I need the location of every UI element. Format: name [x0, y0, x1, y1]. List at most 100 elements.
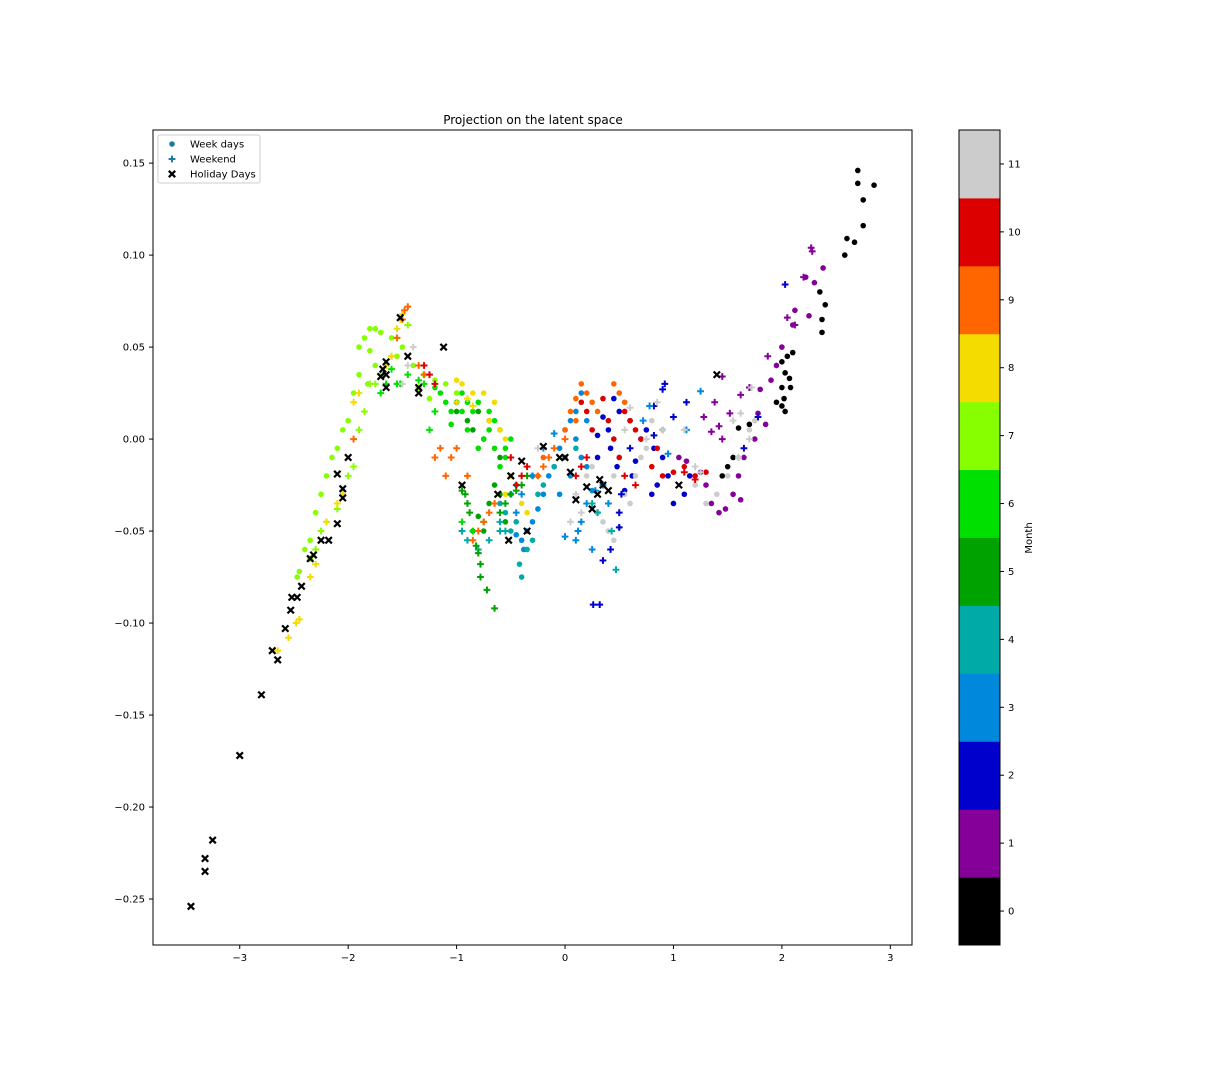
weekday-point	[735, 425, 742, 431]
weekday-point	[486, 408, 492, 415]
y-tick-label: −0.20	[114, 803, 145, 814]
weekday-point	[502, 491, 509, 498]
weekday-point	[583, 390, 590, 396]
weekday-point	[556, 445, 563, 452]
weekday-point	[817, 289, 823, 295]
weekday-point	[453, 408, 460, 415]
weekday-point	[426, 395, 433, 402]
weekend-point	[612, 566, 620, 574]
weekend-point	[512, 481, 520, 489]
weekday-point	[784, 353, 791, 360]
weekend-point	[361, 408, 368, 415]
holiday-point	[712, 370, 721, 379]
weekend-point	[791, 321, 799, 329]
weekend-point	[458, 487, 466, 494]
colorbar-cell	[959, 265, 1000, 335]
weekday-point	[491, 445, 498, 452]
weekday-point	[497, 463, 503, 470]
weekend-point	[670, 413, 677, 421]
weekend-point	[708, 428, 715, 436]
y-tick-label: 0.15	[123, 159, 145, 170]
weekday-point	[792, 307, 798, 314]
weekday-point	[307, 537, 314, 544]
weekday-point	[703, 469, 709, 475]
weekday-point	[632, 473, 639, 479]
weekend-point	[344, 472, 352, 480]
weekend-point	[496, 509, 504, 517]
weekend-point	[626, 444, 634, 452]
weekday-point	[681, 463, 688, 470]
weekday-point	[751, 436, 758, 442]
weekend-point	[550, 444, 558, 452]
weekend-point	[483, 586, 491, 594]
holiday-point	[561, 453, 570, 462]
weekend-point	[800, 273, 807, 281]
x-tick-label: −1	[449, 953, 464, 964]
weekday-point	[573, 436, 579, 442]
weekend-point	[469, 402, 477, 410]
holiday-point	[333, 470, 342, 479]
weekday-point	[583, 408, 590, 415]
weekend-point	[691, 463, 699, 471]
weekend-point	[754, 413, 762, 421]
weekend-point	[523, 463, 531, 471]
holiday-point	[566, 468, 575, 477]
weekend-point	[464, 472, 471, 480]
weekend-point	[572, 472, 580, 480]
weekend-point	[415, 376, 423, 384]
weekday-point	[578, 381, 585, 387]
weekend-point	[577, 463, 585, 471]
holiday-point	[539, 442, 548, 451]
weekend-point	[615, 523, 623, 531]
holiday-point	[403, 352, 412, 361]
weekday-point	[296, 568, 303, 575]
weekday-point	[432, 377, 438, 384]
weekend-point	[539, 463, 547, 471]
weekend-point	[735, 454, 742, 461]
colorbar-cell	[959, 130, 1000, 199]
weekday-point	[437, 390, 444, 396]
weekend-point	[501, 500, 509, 507]
weekend-point	[691, 476, 699, 483]
weekday-point	[497, 427, 503, 433]
weekday-point	[638, 454, 644, 461]
colorbar-cell	[959, 197, 1000, 267]
colorbar-ticks: 0 1 2 3 4 5 6 7 8 9 10 11	[1000, 159, 1021, 918]
weekend-point	[577, 509, 585, 517]
weekend-point	[355, 389, 363, 397]
colorbar-cell	[959, 333, 1000, 403]
colorbar-tick-label: 5	[1008, 567, 1014, 578]
weekday-point	[820, 265, 826, 271]
holiday-point	[523, 527, 532, 536]
holiday-point	[604, 486, 613, 495]
y-tick-label: 0.10	[123, 251, 145, 262]
weekday-point	[567, 417, 574, 424]
weekend-point	[377, 389, 385, 397]
weekday-point	[616, 408, 623, 415]
weekday-point	[491, 399, 498, 406]
weekday-point	[573, 417, 579, 424]
weekend-point	[507, 490, 515, 498]
weekday-point	[535, 491, 541, 498]
holiday-point	[599, 481, 607, 490]
weekend-point	[442, 472, 450, 480]
weekday-point	[294, 574, 301, 580]
weekday-point	[746, 427, 753, 433]
weekday-point	[841, 252, 848, 258]
holiday-point	[382, 370, 391, 379]
weekday-point	[773, 399, 780, 406]
holiday-point	[324, 536, 333, 545]
weekday-point	[779, 403, 785, 409]
weekday-point	[716, 509, 722, 516]
weekday-point	[654, 445, 660, 452]
weekend-point	[711, 398, 719, 406]
weekday-point	[361, 335, 368, 341]
weekday-point	[782, 370, 788, 376]
weekday-point	[372, 362, 379, 369]
weekend-point	[661, 380, 669, 388]
weekend-point	[458, 518, 466, 526]
holiday-point	[504, 536, 513, 545]
weekday-point	[779, 384, 785, 391]
legend-marker-holiday	[168, 170, 176, 178]
weekday-point	[464, 417, 471, 424]
